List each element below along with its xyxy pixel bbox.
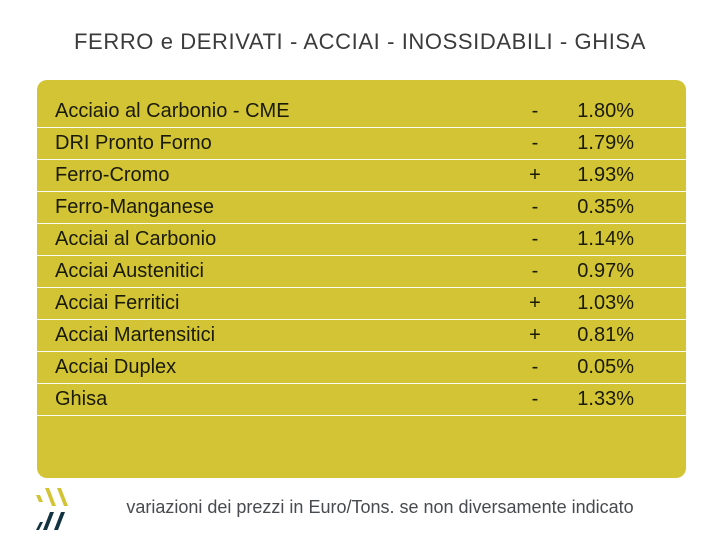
- material-label: Acciaio al Carbonio - CME: [55, 100, 290, 122]
- material-label: DRI Pronto Forno: [55, 132, 212, 154]
- variation-value: 1.14%: [577, 228, 634, 250]
- variation-sign: +: [529, 164, 541, 186]
- variation-sign: -: [531, 228, 539, 250]
- material-label: Ferro-Cromo: [55, 164, 170, 186]
- variation-sign: -: [531, 196, 539, 218]
- variation-value: 1.33%: [577, 388, 634, 410]
- table-row: Acciai al Carbonio - 1.14%: [37, 224, 686, 256]
- table-row: Acciaio al Carbonio - CME - 1.80%: [37, 96, 686, 128]
- table-row: Acciai Austenitici - 0.97%: [37, 256, 686, 288]
- variation-sign: +: [529, 292, 541, 314]
- page-title: FERRO e DERIVATI - ACCIAI - INOSSIDABILI…: [74, 29, 646, 54]
- variation-value: 0.81%: [577, 324, 634, 346]
- material-label: Acciai Duplex: [55, 356, 177, 378]
- table-row: DRI Pronto Forno - 1.79%: [37, 128, 686, 160]
- table-row: Acciai Duplex - 0.05%: [37, 352, 686, 384]
- material-label: Acciai Austenitici: [55, 260, 204, 282]
- variation-value: 0.35%: [577, 196, 634, 218]
- variation-sign: +: [529, 324, 541, 346]
- brand-logo-icon: [36, 488, 68, 530]
- variation-value: 0.97%: [577, 260, 634, 282]
- footer-note: variazioni dei prezzi in Euro/Tons. se n…: [126, 497, 634, 517]
- variation-sign: -: [531, 132, 539, 154]
- variation-value: 1.03%: [577, 292, 634, 314]
- material-label: Acciai al Carbonio: [55, 228, 217, 250]
- material-label: Ghisa: [55, 388, 108, 410]
- material-label: Ferro-Manganese: [55, 196, 214, 218]
- table-row: Ghisa - 1.33%: [37, 384, 686, 416]
- price-table-rows: Acciaio al Carbonio - CME - 1.80% DRI Pront…: [37, 96, 686, 416]
- table-row: Acciai Martensitici +0.81%: [37, 320, 686, 352]
- table-row: Ferro-Manganese - 0.35%: [37, 192, 686, 224]
- variation-sign: -: [531, 100, 539, 122]
- variation-sign: -: [531, 356, 539, 378]
- material-label: Acciai Ferritici: [55, 292, 180, 314]
- variation-value: 0.05%: [577, 356, 634, 378]
- variation-sign: -: [531, 260, 539, 282]
- price-panel: Acciaio al Carbonio - CME - 1.80% DRI Pront…: [37, 80, 686, 478]
- variation-sign: -: [531, 388, 539, 410]
- table-row: Acciai Ferritici +1.03%: [37, 288, 686, 320]
- table-row: Ferro-Cromo +1.93%: [37, 160, 686, 192]
- variation-value: 1.93%: [577, 164, 634, 186]
- variation-value: 1.80%: [577, 100, 634, 122]
- material-label: Acciai Martensitici: [55, 324, 216, 346]
- variation-value: 1.79%: [577, 132, 634, 154]
